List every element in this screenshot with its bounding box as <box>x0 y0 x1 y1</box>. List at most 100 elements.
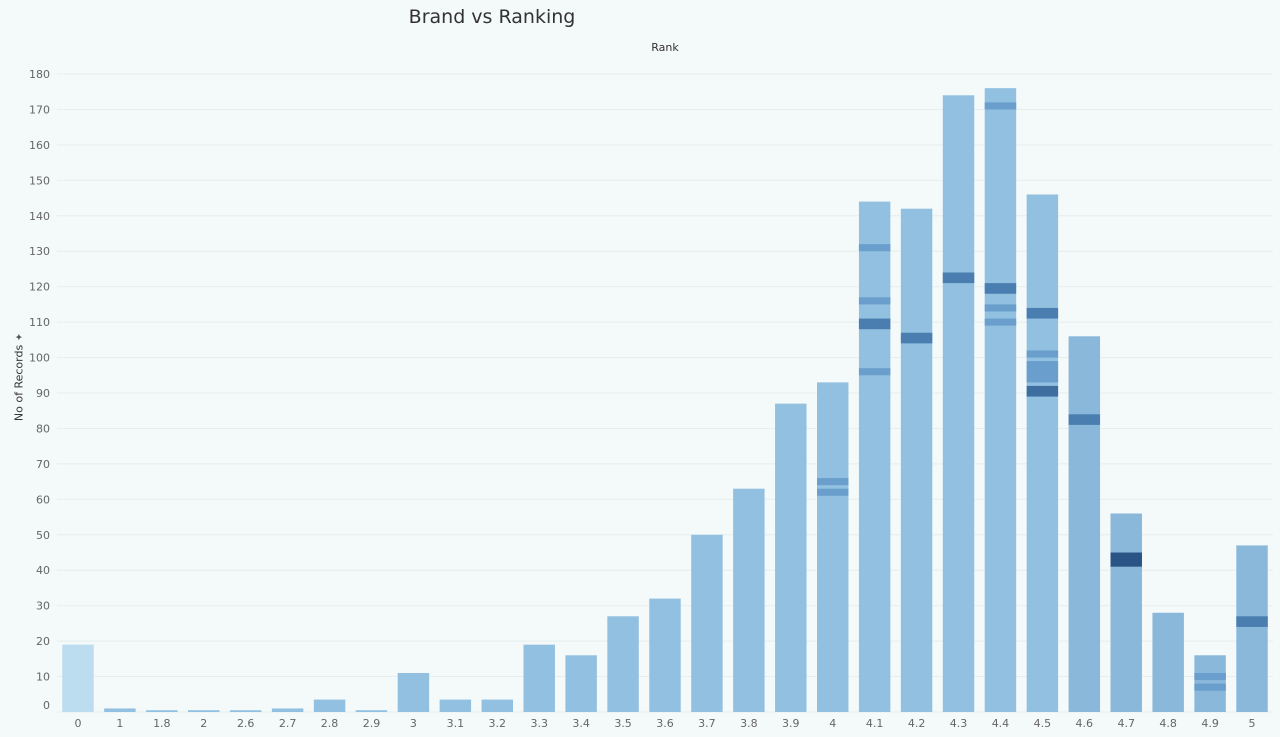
x-tick-label: 4.7 <box>1117 717 1135 730</box>
bar-segment[interactable] <box>900 332 933 344</box>
bar-segment[interactable] <box>1194 673 1226 681</box>
bar-segment[interactable] <box>1026 385 1059 397</box>
bar[interactable] <box>104 708 136 712</box>
bar[interactable] <box>607 616 639 712</box>
bar[interactable] <box>942 95 975 713</box>
bar-segment[interactable] <box>1068 414 1101 425</box>
bar[interactable] <box>62 644 94 712</box>
y-tick-label: 100 <box>29 352 50 365</box>
x-tick-label: 3.5 <box>614 717 632 730</box>
bar-segment[interactable] <box>942 272 975 284</box>
y-tick-label: 150 <box>29 174 50 187</box>
bar-segment[interactable] <box>984 318 1017 326</box>
x-tick-label: 2.6 <box>237 717 255 730</box>
bar-segment[interactable] <box>1110 552 1142 567</box>
bar-segment[interactable] <box>858 368 891 376</box>
bar[interactable] <box>188 710 220 712</box>
x-tick-label: 4.8 <box>1159 717 1177 730</box>
bar-segment[interactable] <box>984 283 1017 294</box>
bar[interactable] <box>523 644 555 712</box>
bar[interactable] <box>146 710 178 712</box>
x-tick-label: 4.1 <box>866 717 884 730</box>
bar[interactable] <box>1026 194 1059 712</box>
bar[interactable] <box>733 488 765 712</box>
y-tick-label: 10 <box>36 671 50 684</box>
bar-segment[interactable] <box>1026 307 1059 319</box>
bar[interactable] <box>271 708 304 712</box>
x-tick-label: 5 <box>1249 717 1256 730</box>
y-tick-label: 70 <box>36 458 50 471</box>
x-tick-label: 2.8 <box>321 717 339 730</box>
bar-segment[interactable] <box>817 488 849 496</box>
bar[interactable] <box>900 208 933 712</box>
bar[interactable] <box>817 382 849 712</box>
bar-segment[interactable] <box>1026 361 1059 383</box>
bar[interactable] <box>775 403 807 712</box>
bar[interactable] <box>565 655 597 712</box>
x-tick-label: 4.2 <box>908 717 926 730</box>
bar-segment[interactable] <box>984 304 1017 312</box>
x-tick-label: 3.8 <box>740 717 758 730</box>
x-tick-label: 4 <box>829 717 836 730</box>
bar-segment[interactable] <box>1236 616 1268 627</box>
y-tick-label: 170 <box>29 103 50 116</box>
x-tick-label: 1 <box>116 717 123 730</box>
y-tick-label: 130 <box>29 245 50 258</box>
x-tick-label: 3.9 <box>782 717 800 730</box>
bar[interactable] <box>1152 612 1184 712</box>
bar[interactable] <box>984 88 1017 712</box>
y-tick-label: 140 <box>29 210 50 223</box>
bar[interactable] <box>858 201 891 712</box>
y-tick-label: 120 <box>29 281 50 294</box>
bar[interactable] <box>1110 513 1142 712</box>
bar-segment[interactable] <box>858 297 891 305</box>
y-tick-label: 20 <box>36 635 50 648</box>
x-tick-label: 4.5 <box>1034 717 1052 730</box>
y-tick-label: 180 <box>29 68 50 81</box>
bar[interactable] <box>691 534 723 712</box>
bar[interactable] <box>649 598 681 712</box>
chart-title: Brand vs Ranking <box>408 6 576 28</box>
bar-segment[interactable] <box>984 102 1017 110</box>
bar[interactable] <box>439 699 472 712</box>
y-axis-ticks: 0 10 20 30 40 50 60 70 80 90 100 110 120 130 140 150 160… <box>29 68 50 712</box>
x-axis-ticks: 0 1 1.8 2 2.6 2.7 2.8 2.9 3 3.1 3.2 3.3 3.4 3.5 3.6 3.7… <box>74 717 1255 730</box>
x-tick-label: 2 <box>200 717 207 730</box>
bar-segment[interactable] <box>1026 350 1059 358</box>
bars <box>62 88 1268 713</box>
bar[interactable] <box>313 699 346 712</box>
x-tick-label: 3.4 <box>572 717 590 730</box>
x-tick-label: 1.8 <box>153 717 171 730</box>
x-tick-label: 4.9 <box>1201 717 1219 730</box>
x-tick-label: 0 <box>74 717 81 730</box>
y-tick-label: 50 <box>36 529 50 542</box>
x-tick-label: 3.3 <box>530 717 548 730</box>
x-axis-title: Rank <box>651 41 679 54</box>
bar-segment[interactable] <box>1194 683 1226 691</box>
y-tick-label: 30 <box>36 600 50 613</box>
x-tick-label: 3 <box>410 717 417 730</box>
bar[interactable] <box>481 699 513 712</box>
y-tick-label: 160 <box>29 139 50 152</box>
bar[interactable] <box>1236 545 1268 712</box>
x-tick-label: 3.7 <box>698 717 716 730</box>
x-tick-label: 4.6 <box>1076 717 1094 730</box>
bar[interactable] <box>397 673 430 712</box>
bar-segment[interactable] <box>858 318 891 330</box>
x-tick-label: 2.7 <box>279 717 297 730</box>
bar-segment[interactable] <box>858 244 891 252</box>
y-tick-label: 40 <box>36 564 50 577</box>
bar[interactable] <box>229 710 262 712</box>
y-tick-label: 80 <box>36 422 50 435</box>
x-tick-label: 2.9 <box>363 717 381 730</box>
bar[interactable] <box>355 710 388 712</box>
bar[interactable] <box>1194 655 1226 712</box>
y-tick-label: 0 <box>43 699 50 712</box>
x-tick-label: 3.1 <box>447 717 465 730</box>
x-tick-label: 4.3 <box>950 717 968 730</box>
bar-segment[interactable] <box>817 478 849 486</box>
y-tick-label: 90 <box>36 387 50 400</box>
bar[interactable] <box>1068 336 1101 712</box>
